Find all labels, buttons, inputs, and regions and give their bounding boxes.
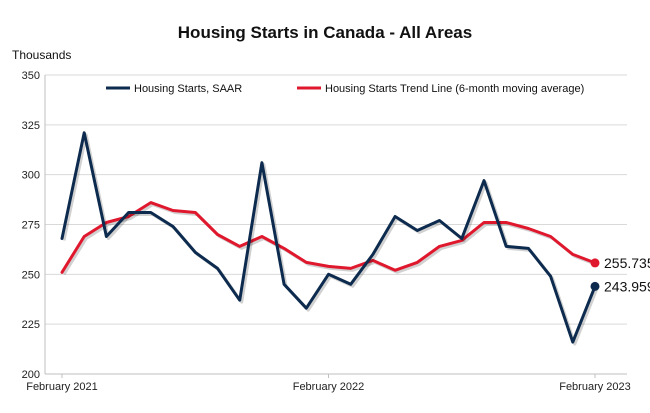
end-label-trend: 255.735: [604, 255, 650, 271]
x-tick-label: February 2023: [559, 381, 631, 393]
chart-title: Housing Starts in Canada - All Areas: [178, 23, 472, 42]
axes: [44, 75, 627, 375]
saar-point: [590, 281, 600, 291]
x-tick-label: February 2022: [293, 381, 365, 393]
legend: Housing Starts, SAAR Housing Starts Tren…: [106, 83, 584, 95]
y-tick-label: 225: [22, 319, 40, 331]
legend-label-saar: Housing Starts, SAAR: [134, 83, 242, 95]
y-tick-label: 325: [22, 120, 40, 132]
end-label-saar: 243.959: [604, 278, 650, 294]
gridlines: [45, 74, 627, 325]
y-tick-label: 300: [22, 170, 40, 182]
trend-point: [590, 258, 600, 268]
series-line-trend: [60, 201, 597, 274]
y-tick-label: 250: [22, 269, 40, 281]
x-tick-labels: February 2021 February 2022 February 2023: [26, 374, 631, 393]
y-tick-label: 275: [22, 220, 40, 232]
legend-label-trend: Housing Starts Trend Line (6-month movin…: [325, 83, 584, 95]
end-labels: 243.959 255.735: [604, 255, 650, 294]
series-lines: [60, 131, 600, 346]
x-tick-label: February 2021: [26, 381, 98, 393]
y-tick-labels: 200 225 250 275 300 325 350: [22, 70, 40, 381]
y-axis-label: Thousands: [12, 48, 71, 62]
series-line-saar: [60, 131, 597, 344]
y-tick-label: 200: [22, 369, 40, 381]
y-tick-label: 350: [22, 70, 40, 82]
